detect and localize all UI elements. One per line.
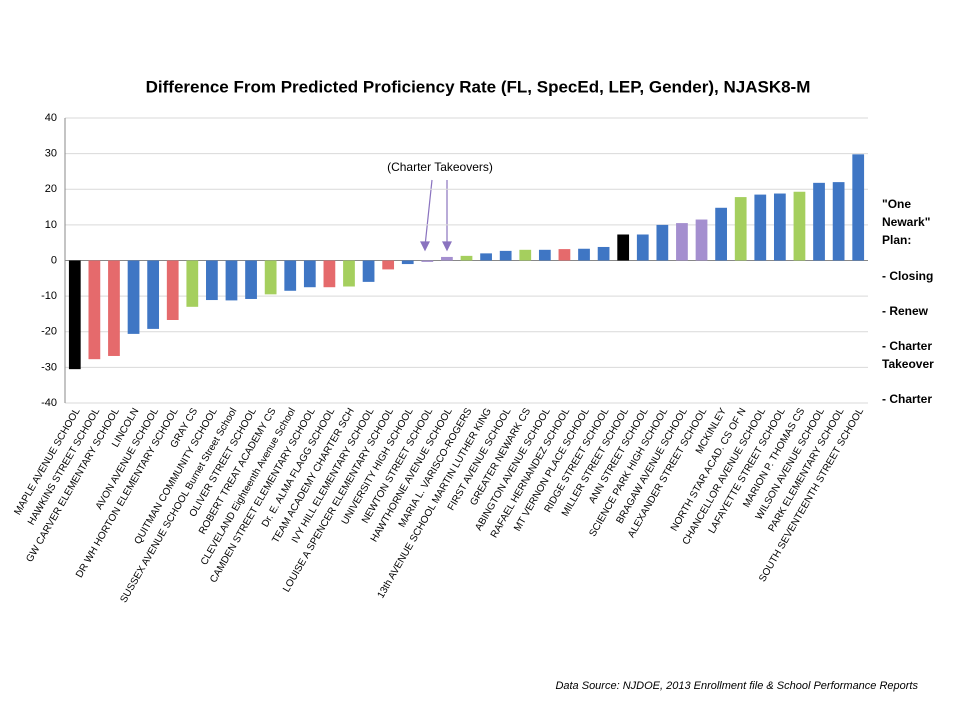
data-source: Data Source: NJDOE, 2013 Enrollment file… (555, 680, 918, 692)
bar (480, 253, 492, 261)
legend-label: - Charter (882, 392, 932, 406)
arrow-head (442, 241, 452, 252)
bar (186, 260, 199, 307)
bar (578, 248, 590, 261)
bar (245, 260, 257, 299)
bar (323, 260, 336, 288)
bar (656, 224, 669, 261)
bar (617, 234, 630, 261)
bar (734, 197, 747, 261)
y-tick-label: -30 (41, 361, 57, 373)
bar (499, 250, 512, 261)
bar (636, 234, 649, 261)
bar (519, 249, 532, 261)
bar (421, 260, 434, 262)
annotation: (Charter Takeovers) (387, 160, 493, 174)
bar (88, 260, 101, 360)
bar (773, 193, 786, 261)
bar (695, 219, 708, 261)
bar (147, 260, 160, 329)
bar (343, 260, 355, 287)
bar (676, 223, 688, 261)
bar (832, 182, 845, 261)
arrow (424, 179, 433, 247)
legend-label: - Closing (882, 269, 933, 283)
y-tick-label: -40 (41, 397, 57, 409)
bar (538, 249, 551, 261)
bar (206, 260, 218, 301)
bar (715, 207, 727, 261)
bar (460, 255, 473, 261)
legend-label: "One (882, 197, 911, 211)
bar (225, 260, 238, 301)
legend-label: - Renew (882, 304, 929, 318)
bar (382, 260, 395, 270)
annotation-arrows (420, 179, 452, 252)
arrow-head (420, 241, 430, 252)
bar (127, 260, 140, 334)
bar (362, 260, 375, 282)
bar (166, 260, 179, 320)
legend-label: - Charter (882, 339, 932, 353)
bar (68, 260, 81, 370)
legend-label: Newark" (882, 215, 930, 229)
bar (813, 182, 825, 261)
bar (441, 256, 453, 261)
y-tick-label: 30 (45, 148, 57, 160)
bar (852, 154, 865, 261)
y-tick-label: 20 (45, 183, 57, 195)
bar (108, 260, 120, 356)
bar (597, 246, 610, 261)
bar (558, 249, 571, 261)
bar (303, 260, 316, 288)
bar (754, 194, 767, 261)
bar (793, 191, 806, 261)
y-tick-label: 10 (45, 219, 57, 231)
chart-title: Difference From Predicted Proficiency Ra… (146, 77, 811, 96)
bar (401, 260, 414, 265)
bar (284, 260, 297, 291)
legend-label: Takeover (882, 357, 934, 371)
y-tick-label: 0 (51, 254, 57, 266)
legend-label: Plan: (882, 233, 911, 247)
y-tick-label: 40 (45, 112, 57, 124)
y-tick-label: -10 (41, 290, 57, 302)
y-tick-label: -20 (41, 326, 57, 338)
bar (264, 260, 277, 295)
